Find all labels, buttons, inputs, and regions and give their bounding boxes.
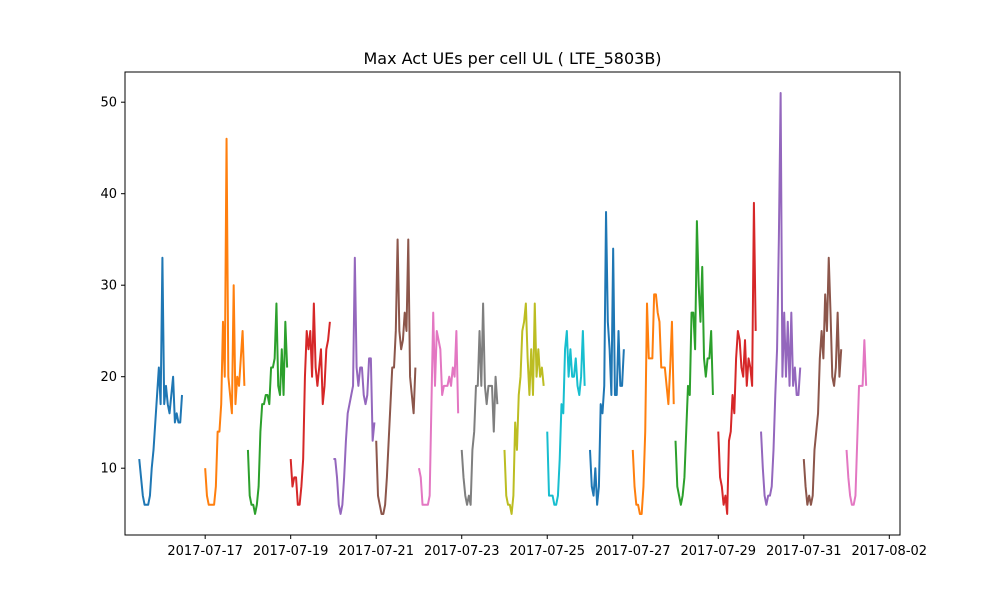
series-line-5 bbox=[333, 256, 376, 515]
x-tick-label: 2017-07-31 bbox=[766, 544, 842, 559]
series-line-14 bbox=[717, 201, 757, 515]
series-line-1 bbox=[138, 256, 184, 506]
y-axis-ticks: 10 20 30 40 50 bbox=[100, 96, 125, 477]
series-line-9 bbox=[503, 302, 545, 515]
y-tick-label: 40 bbox=[100, 187, 117, 202]
series-line-17 bbox=[845, 339, 868, 506]
y-tick-label: 20 bbox=[100, 370, 117, 385]
series-layer bbox=[138, 92, 868, 515]
chart-title: Max Act UEs per cell UL ( LTE_5803B) bbox=[363, 49, 661, 69]
series-line-8 bbox=[460, 302, 499, 506]
series-line-7 bbox=[417, 311, 460, 506]
series-line-16 bbox=[802, 256, 843, 506]
x-tick-label: 2017-07-27 bbox=[595, 544, 671, 559]
x-tick-label: 2017-07-29 bbox=[680, 544, 756, 559]
x-tick-label: 2017-07-17 bbox=[167, 544, 243, 559]
series-line-15 bbox=[760, 92, 802, 506]
series-line-3 bbox=[246, 302, 289, 515]
series-line-4 bbox=[289, 302, 331, 506]
y-tick-label: 30 bbox=[100, 279, 117, 294]
plot-area-frame bbox=[124, 71, 901, 536]
x-tick-label: 2017-08-02 bbox=[852, 544, 928, 559]
x-tick-label: 2017-07-23 bbox=[424, 544, 500, 559]
series-line-2 bbox=[204, 137, 246, 506]
series-line-6 bbox=[375, 238, 417, 515]
y-tick-label: 10 bbox=[100, 462, 117, 477]
series-line-12 bbox=[631, 293, 675, 515]
series-line-13 bbox=[674, 220, 714, 506]
y-tick-label: 50 bbox=[100, 96, 117, 111]
x-tick-label: 2017-07-21 bbox=[338, 544, 414, 559]
series-line-10 bbox=[546, 329, 586, 506]
x-tick-label: 2017-07-19 bbox=[253, 544, 329, 559]
x-axis-ticks: 2017-07-17 2017-07-19 2017-07-21 2017-07-23… bbox=[167, 535, 927, 559]
x-tick-label: 2017-07-25 bbox=[509, 544, 585, 559]
series-line-11 bbox=[589, 211, 625, 506]
